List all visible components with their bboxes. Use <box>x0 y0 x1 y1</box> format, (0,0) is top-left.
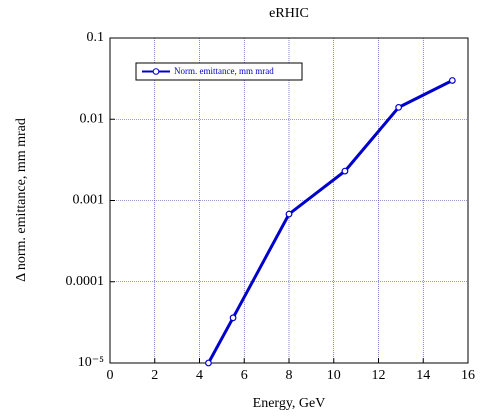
x-tick-label: 6 <box>241 368 248 383</box>
legend-marker <box>152 68 160 75</box>
point <box>229 314 237 322</box>
x-tick-label: 14 <box>416 368 430 383</box>
y-tick-label: 0.1 <box>87 30 105 45</box>
chart-title: eRHIC <box>269 6 309 21</box>
series-line <box>207 79 454 364</box>
y-axis-label: Δ norm. emittance, mm mrad <box>14 118 29 282</box>
x-tick-label: 10 <box>327 368 341 383</box>
point <box>395 103 403 111</box>
y-tick-label: 0.001 <box>73 193 105 208</box>
point <box>341 167 349 175</box>
point <box>448 77 456 84</box>
y-tick-label: 10⁻⁵ <box>78 355 104 370</box>
legend-box <box>135 62 303 81</box>
x-tick-label: 4 <box>196 368 203 383</box>
x-tick-label: 0 <box>107 368 114 383</box>
point <box>285 210 293 218</box>
x-tick-label: 12 <box>372 368 386 383</box>
x-tick-label: 2 <box>151 368 158 383</box>
x-tick-label: 16 <box>461 368 475 383</box>
y-tick-label: 0.0001 <box>66 274 105 289</box>
x-axis-label: Energy, GeV <box>253 396 326 411</box>
point <box>205 359 212 367</box>
y-tick-label: 0.01 <box>80 111 105 126</box>
plot-frame <box>109 37 469 364</box>
x-tick-label: 8 <box>286 368 293 383</box>
legend-label: Norm. emittance, mm mrad <box>174 66 274 76</box>
